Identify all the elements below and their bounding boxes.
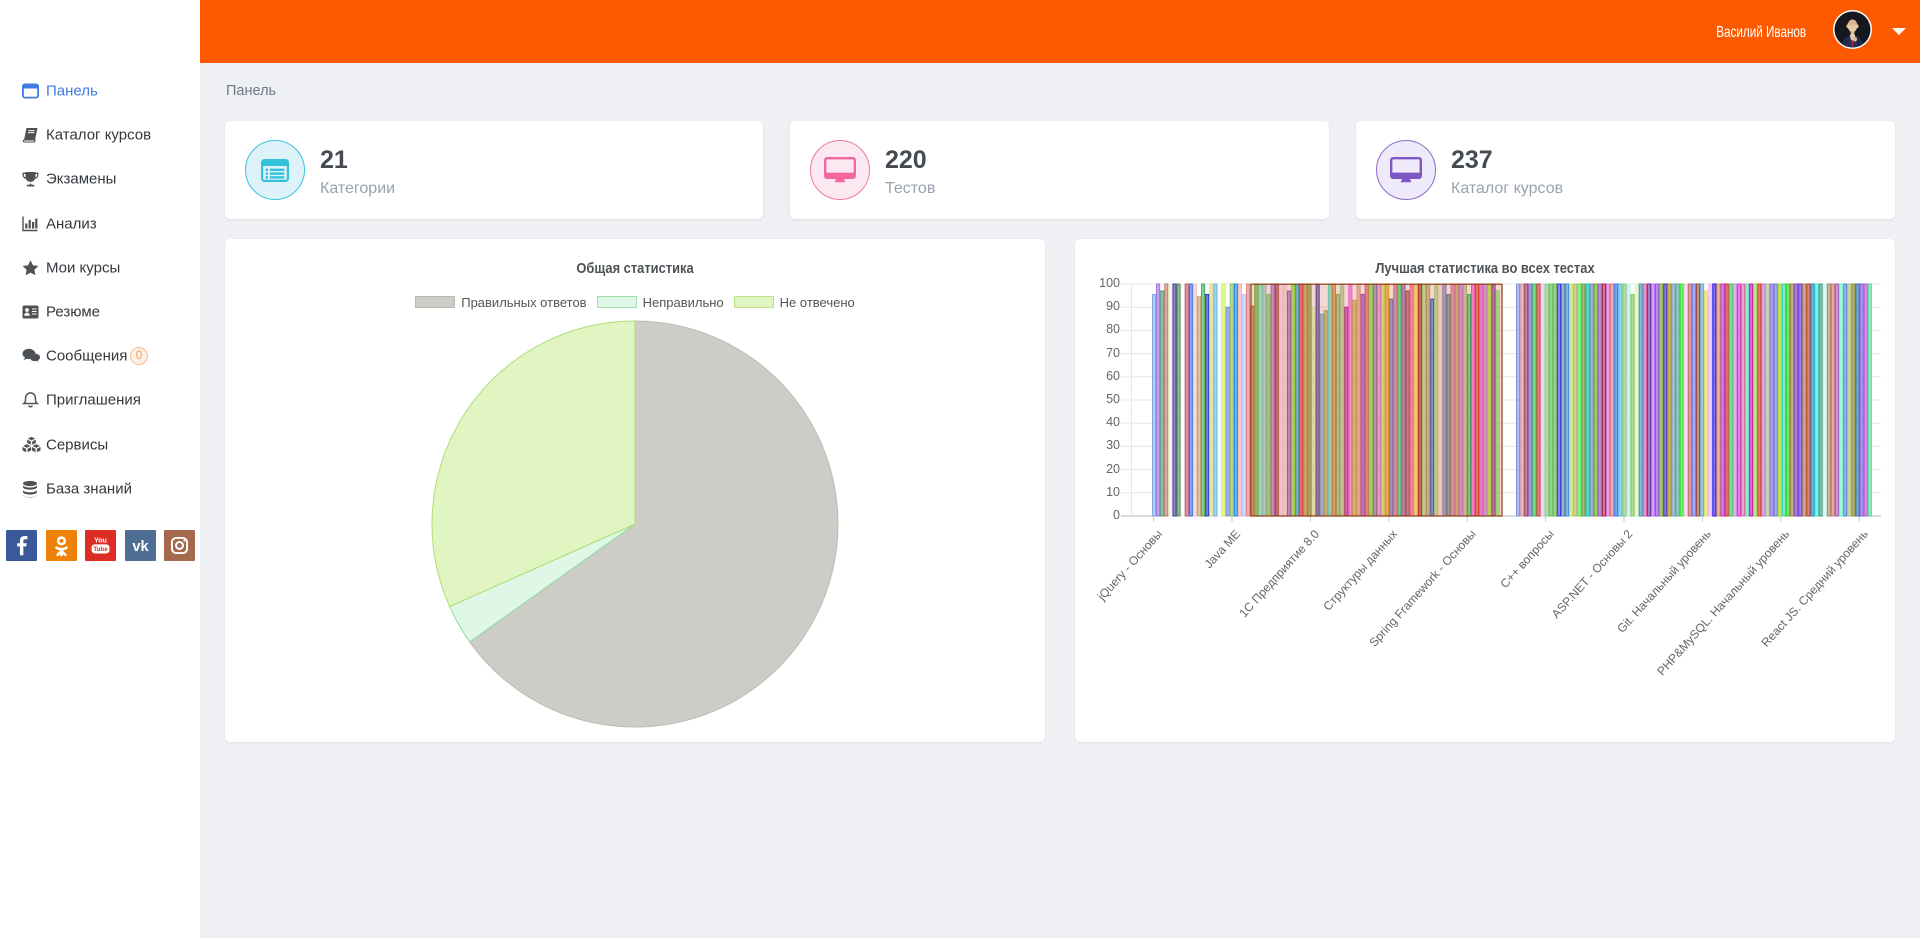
svg-text:Tube: Tube (94, 546, 109, 553)
svg-text:vk: vk (132, 539, 149, 555)
svg-text:You: You (94, 538, 107, 545)
